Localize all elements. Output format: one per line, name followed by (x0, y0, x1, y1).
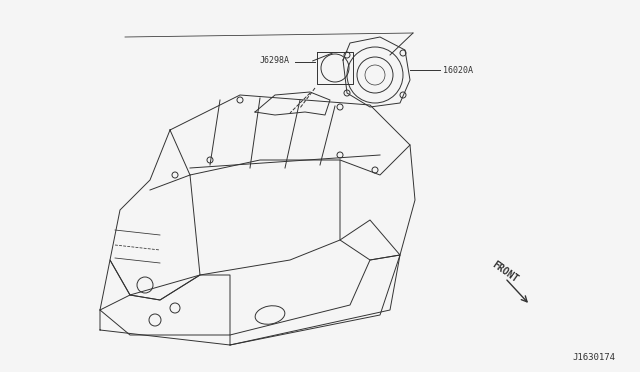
Text: 16020A: 16020A (443, 65, 473, 74)
Text: FRONT: FRONT (490, 260, 520, 285)
Text: J1630174: J1630174 (572, 353, 615, 362)
Text: J6298A: J6298A (260, 55, 290, 64)
